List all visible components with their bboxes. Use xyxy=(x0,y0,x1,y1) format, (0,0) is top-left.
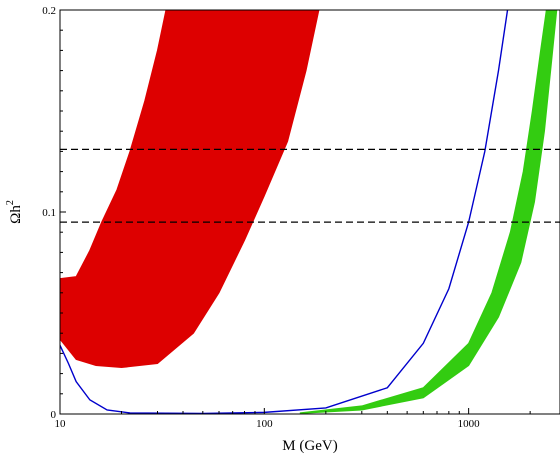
y-axis-label-superscript: 2 xyxy=(5,200,16,205)
x-tick-label: 10 xyxy=(55,418,67,430)
x-axis-label: M (GeV) xyxy=(282,438,337,454)
y-tick-label: 0.1 xyxy=(42,207,56,219)
y-tick-label: 0 xyxy=(51,409,57,421)
x-tick-label: 1000 xyxy=(458,418,481,430)
plot-area xyxy=(60,10,560,414)
y-axis-label: Ωh2 xyxy=(5,200,24,224)
line-series-1 xyxy=(60,10,509,414)
band-series-0 xyxy=(60,10,320,369)
axes: 10 100 1000 0 0.1 0.2 xyxy=(42,5,531,430)
band-series-2 xyxy=(299,10,558,414)
y-tick-label: 0.2 xyxy=(42,5,56,17)
x-tick-label: 100 xyxy=(256,418,273,430)
